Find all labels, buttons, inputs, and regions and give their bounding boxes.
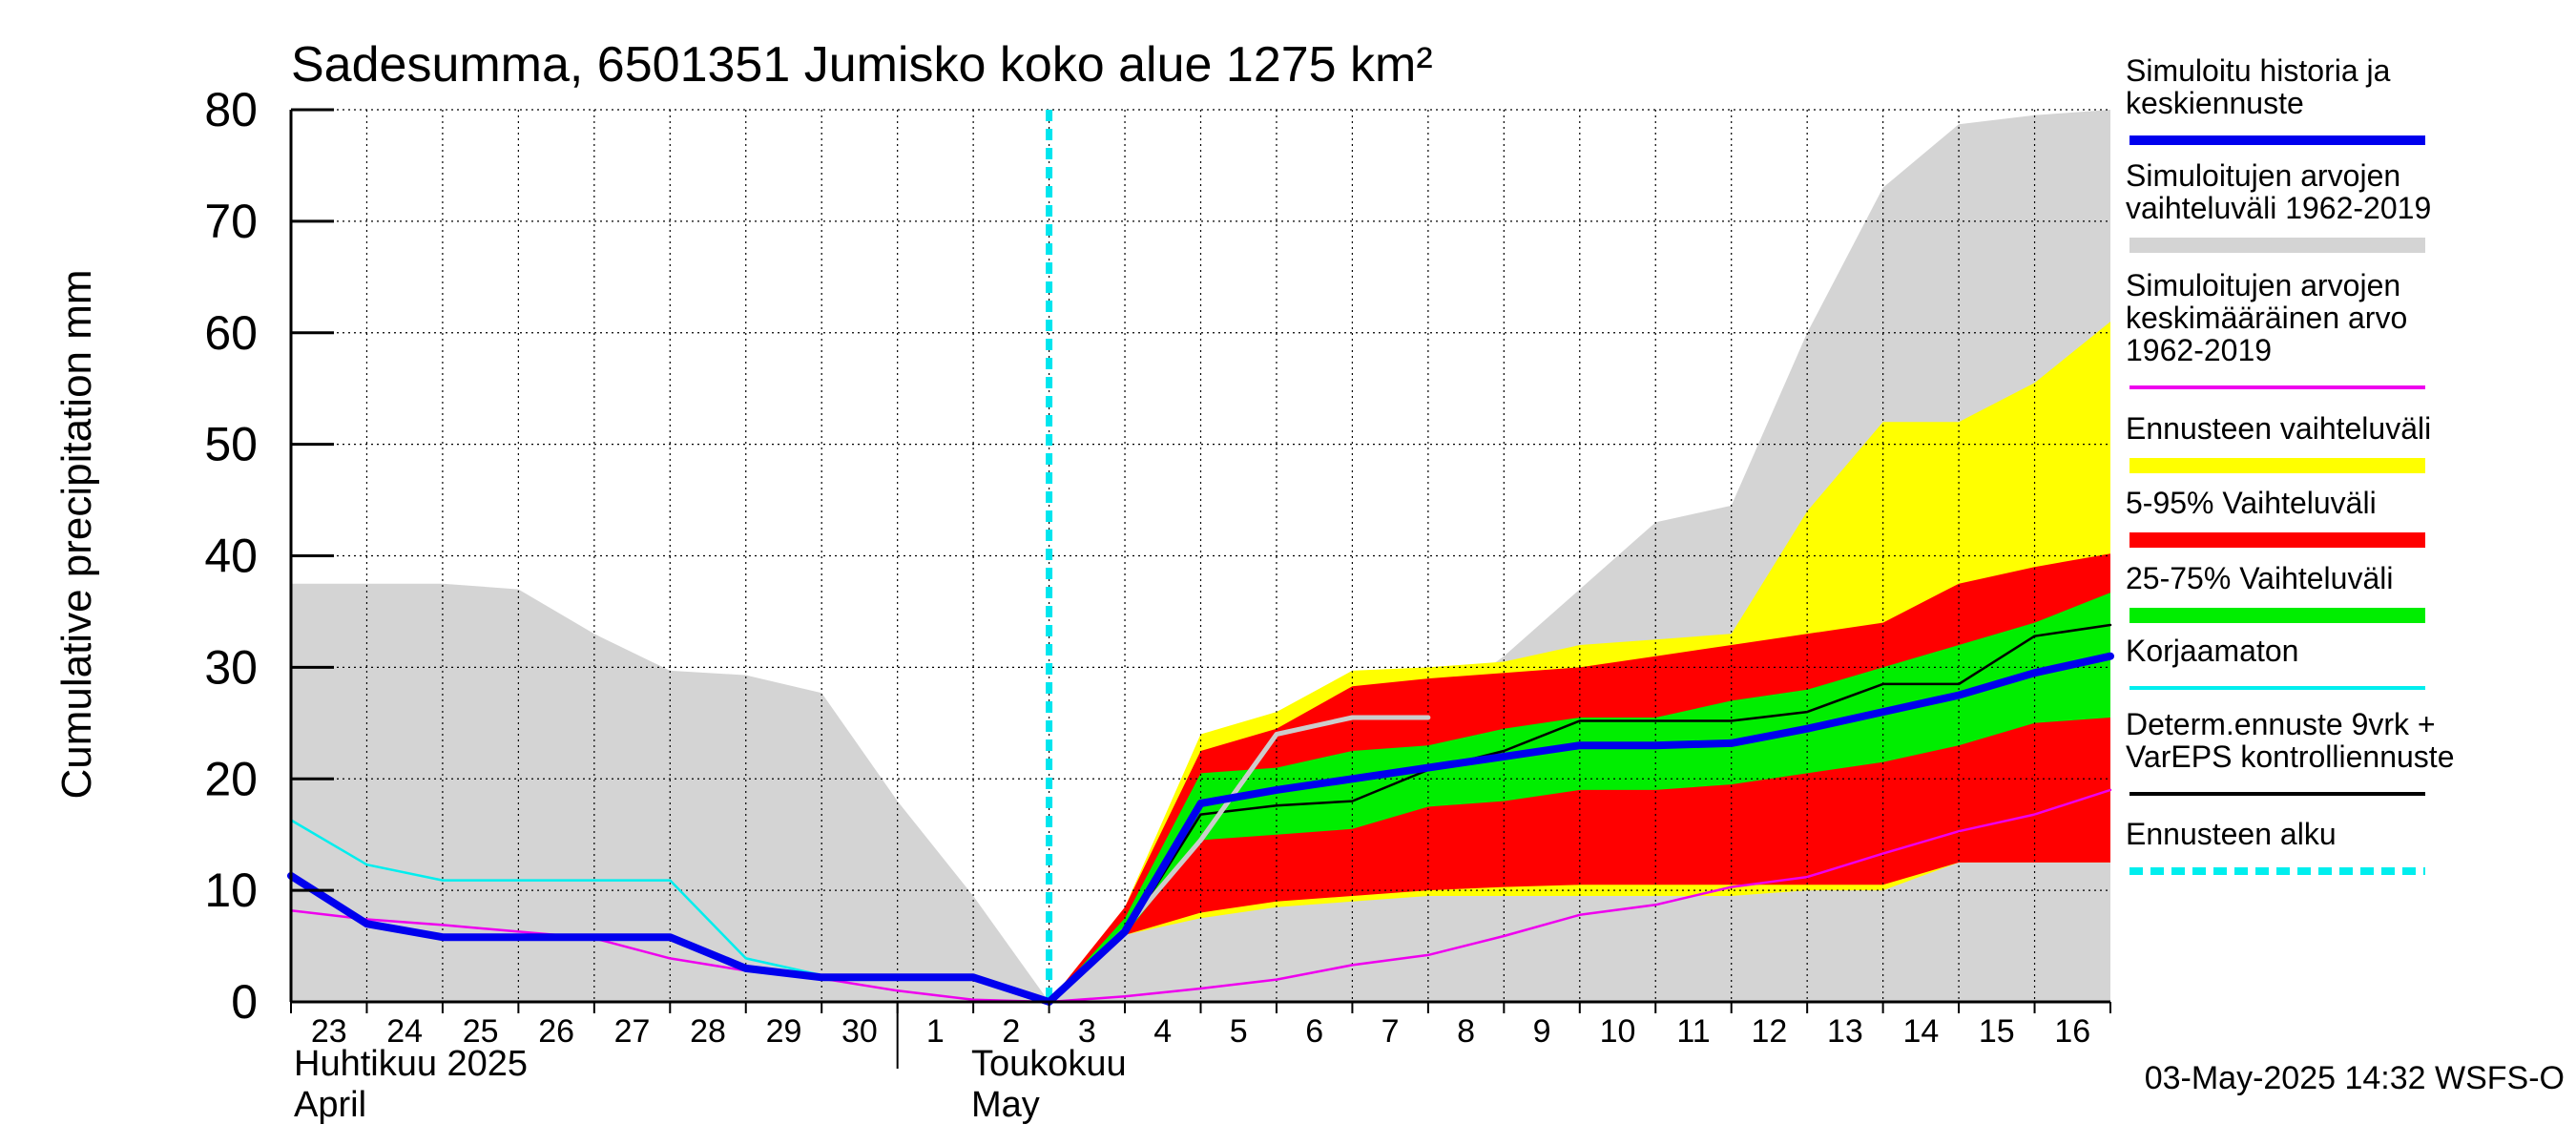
bands-layer — [291, 110, 2110, 1003]
legend-label: Determ.ennuste 9vrk + — [2126, 707, 2436, 741]
x-tick-label: 9 — [1533, 1013, 1551, 1050]
legend-label: Simuloitu historia ja — [2126, 53, 2391, 88]
legend-label: Simuloitujen arvojen — [2126, 268, 2400, 302]
y-tick-label: 20 — [204, 752, 258, 805]
legend-label: keskimääräinen arvo — [2126, 301, 2407, 335]
legend-swatch — [2129, 238, 2425, 253]
legend-label: Korjaamaton — [2126, 634, 2298, 668]
series-line-control — [1048, 623, 2112, 1004]
legend-label: vaihteluväli 1962-2019 — [2126, 191, 2431, 225]
x-tick-label: 1 — [926, 1013, 945, 1050]
x-tick-label: 2 — [1002, 1013, 1020, 1050]
x-tick-label: 6 — [1305, 1013, 1323, 1050]
band-p25_75 — [1049, 593, 2110, 1002]
y-tick-label: 60 — [204, 306, 258, 360]
x-tick-label: 3 — [1078, 1013, 1096, 1050]
may-label-en: May — [971, 1085, 1040, 1125]
april-label-fi: Huhtikuu 2025 — [294, 1044, 528, 1084]
y-tick-label: 80 — [204, 83, 258, 136]
y-tick-label: 10 — [204, 864, 258, 917]
x-tick-label: 23 — [311, 1013, 347, 1050]
lines-layer — [287, 110, 2114, 1006]
x-tick-label: 4 — [1153, 1013, 1172, 1050]
legend-swatch — [2129, 608, 2425, 623]
x-tick-label: 8 — [1457, 1013, 1475, 1050]
x-tick-label: 5 — [1230, 1013, 1248, 1050]
chart-title: Sadesumma, 6501351 Jumisko koko alue 127… — [291, 37, 1433, 93]
x-tick-label: 12 — [1752, 1013, 1788, 1050]
timestamp-label: 03-May-2025 14:32 WSFS-O — [2145, 1060, 2565, 1096]
y-tick-label: 0 — [231, 975, 258, 1029]
x-tick-label: 27 — [614, 1013, 651, 1050]
x-tick-label: 29 — [766, 1013, 802, 1050]
legend-swatch — [2129, 458, 2425, 473]
x-tick-label: 26 — [538, 1013, 574, 1050]
x-tick-label: 14 — [1902, 1013, 1939, 1050]
april-label-en: April — [294, 1085, 366, 1125]
x-tick-label: 30 — [841, 1013, 878, 1050]
series-line-sim_mean — [287, 652, 2114, 1006]
x-tick-label: 11 — [1676, 1013, 1710, 1050]
x-tick-label: 28 — [690, 1013, 726, 1050]
x-tick-label: 15 — [1979, 1013, 2015, 1050]
legend-label: 1962-2019 — [2126, 333, 2272, 367]
x-tick-label: 25 — [463, 1013, 499, 1050]
y-tick-label: 30 — [204, 640, 258, 694]
may-label-fi: Toukokuu — [971, 1044, 1127, 1084]
x-tick-label: 16 — [2054, 1013, 2090, 1050]
y-tick-label: 50 — [204, 418, 258, 471]
y-tick-label: 40 — [204, 530, 258, 583]
legend-label: Ennusteen vaihteluväli — [2126, 411, 2431, 446]
legend-label: 5-95% Vaihteluväli — [2126, 486, 2377, 520]
legend-label: VarEPS kontrolliennuste — [2126, 739, 2454, 774]
legend-label: Simuloitujen arvojen — [2126, 158, 2400, 193]
legend-label: Ennusteen alku — [2126, 817, 2337, 851]
y-axis-label: Cumulative precipitation mm — [53, 269, 100, 799]
y-tick-label: 70 — [204, 195, 258, 248]
x-tick-label: 10 — [1600, 1013, 1636, 1050]
legend-label: 25-75% Vaihteluväli — [2126, 561, 2393, 595]
legend-swatch — [2129, 532, 2425, 548]
x-tick-label: 7 — [1381, 1013, 1400, 1050]
legend-label: keskiennuste — [2126, 86, 2304, 120]
x-tick-label: 24 — [386, 1013, 423, 1050]
x-tick-label: 13 — [1827, 1013, 1863, 1050]
